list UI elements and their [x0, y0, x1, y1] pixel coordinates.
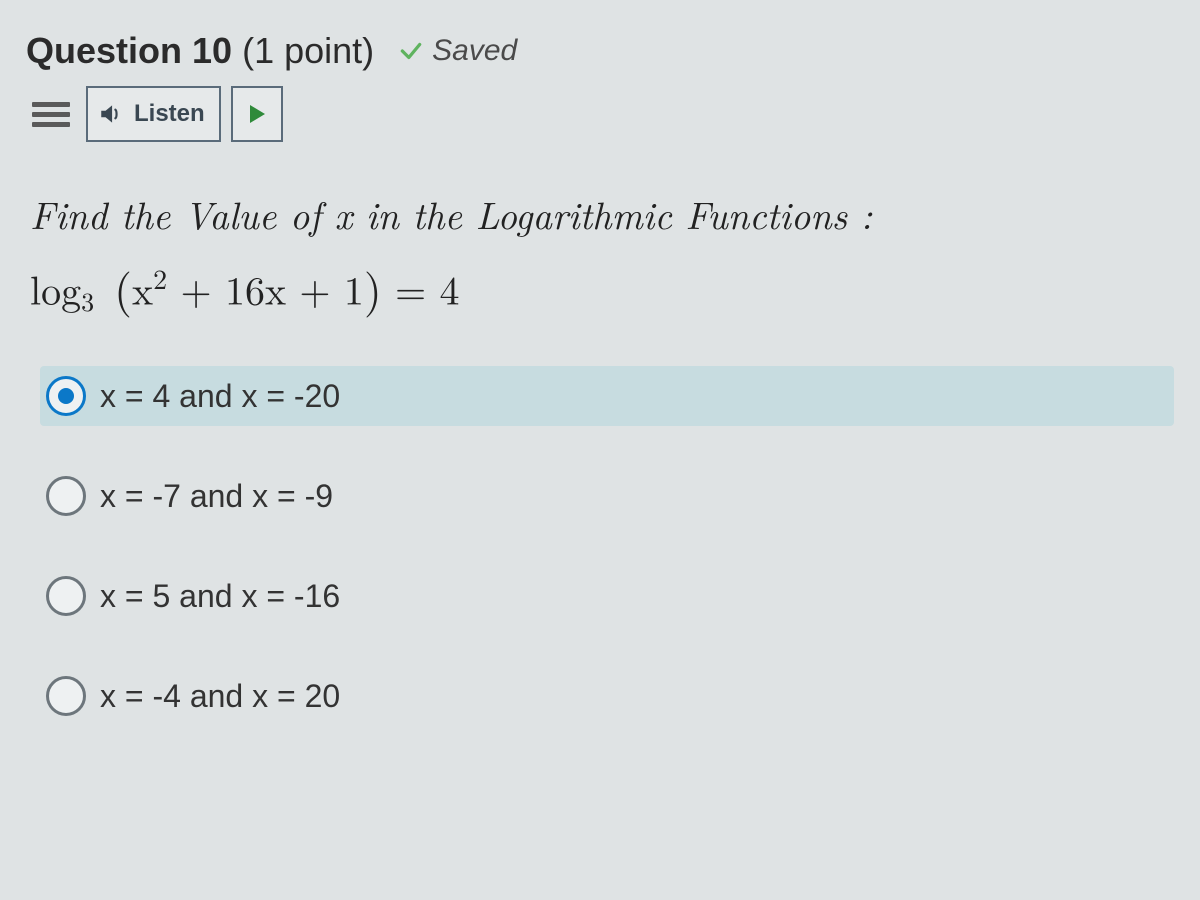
- radio-icon: [46, 476, 86, 516]
- question-equation: log3 (x2 + 16x + 1) = 4: [30, 255, 1174, 320]
- speaker-icon: [98, 101, 124, 127]
- question-number: Question 10: [26, 30, 232, 71]
- question-title: Question 10 (1 point): [26, 30, 374, 72]
- saved-label: Saved: [432, 34, 517, 68]
- play-icon: [247, 103, 267, 125]
- play-button[interactable]: [231, 86, 283, 142]
- answer-option-label: x = 4 and x = -20: [100, 378, 340, 415]
- radio-icon: [46, 676, 86, 716]
- answer-option-label: x = 5 and x = -16: [100, 578, 340, 615]
- radio-icon: [46, 576, 86, 616]
- saved-indicator: Saved: [398, 34, 517, 68]
- listen-label: Listen: [134, 100, 205, 128]
- answer-option-label: x = -7 and x = -9: [100, 478, 333, 515]
- radio-icon: [46, 376, 86, 416]
- answer-option-2[interactable]: x = -7 and x = -9: [40, 466, 1174, 526]
- question-header: Question 10 (1 point) Saved: [26, 30, 1174, 72]
- menu-icon[interactable]: [26, 86, 76, 142]
- check-icon: [398, 38, 424, 64]
- quiz-question-panel: Question 10 (1 point) Saved Listen: [0, 0, 1200, 726]
- question-points: (1 point): [242, 30, 374, 71]
- answer-option-3[interactable]: x = 5 and x = -16: [40, 566, 1174, 626]
- answer-option-label: x = -4 and x = 20: [100, 678, 340, 715]
- answer-option-1[interactable]: x = 4 and x = -20: [40, 366, 1174, 426]
- tools-row: Listen: [26, 86, 1174, 142]
- answer-options: x = 4 and x = -20 x = -7 and x = -9 x = …: [26, 366, 1174, 726]
- listen-button[interactable]: Listen: [86, 86, 221, 142]
- answer-option-4[interactable]: x = -4 and x = 20: [40, 666, 1174, 726]
- question-prompt: Find the Value of x in the Logarithmic F…: [30, 186, 1164, 243]
